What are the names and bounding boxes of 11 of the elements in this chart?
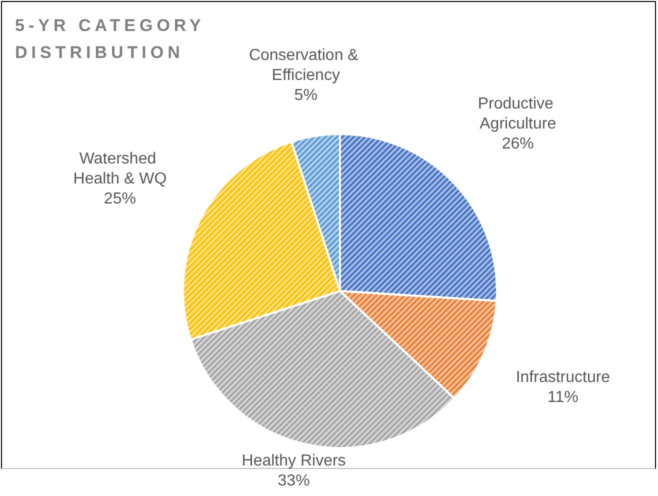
slice-label: Productive Agriculture: [478, 95, 558, 132]
data-label: 11%: [548, 388, 578, 406]
chart-title: 5-YR CATEGORY DISTRIBUTION: [15, 15, 206, 64]
data-label: 25%: [104, 190, 136, 208]
slice-label: Infrastructure: [516, 368, 610, 386]
slice-label: Conservation & Efficiency: [248, 47, 363, 84]
slice-label: Healthy Rivers: [242, 452, 346, 470]
data-label: 26%: [502, 135, 534, 152]
data-label: 5%: [294, 87, 318, 104]
slice-label: Watershed Health & WQ: [73, 150, 167, 188]
data-label: 33%: [278, 472, 310, 490]
